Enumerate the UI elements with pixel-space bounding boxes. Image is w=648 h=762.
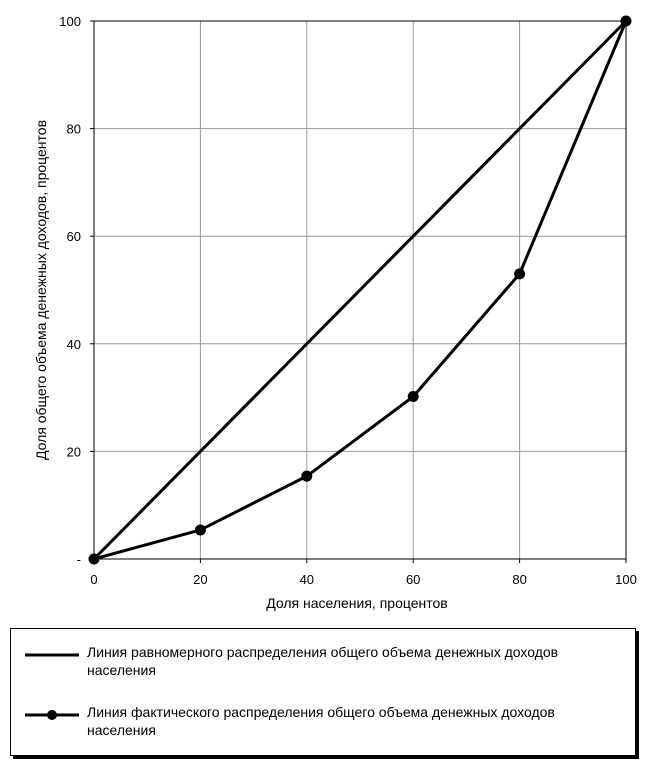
y-tick-label: 20 [67,444,81,459]
data-point [301,470,313,482]
legend-item-actual: Линия фактического распределения общего … [25,703,625,747]
data-point [88,553,100,565]
x-tick-label: 100 [615,572,637,587]
data-point [620,15,632,27]
x-axis-label: Доля населения, процентов [266,595,447,611]
data-point [194,524,206,536]
y-axis-label: Доля общего объема денежных доходов, про… [33,120,49,460]
x-tick-label: 40 [300,572,314,587]
plot-frame [93,20,627,560]
legend-item-uniform: Линия равномерного распределения общего … [25,643,625,687]
legend-label-actual: Линия фактического распределения общего … [87,704,555,738]
legend: Линия равномерного распределения общего … [10,628,636,756]
x-tick-label: 20 [193,572,207,587]
x-tick-label: 60 [406,572,420,587]
y-tick-label: - [77,552,81,567]
series [88,15,632,565]
legend-line-symbol [25,653,79,657]
tick-labels: 0 20 40 60 80 100 - 20 40 60 80 100 [59,14,637,587]
x-tick-label: 0 [90,572,97,587]
uniform-distribution-line [92,19,628,561]
x-tick-label: 80 [512,572,526,587]
data-point [407,391,419,403]
y-tick-label: 100 [59,14,81,29]
grid [94,21,626,559]
actual-distribution-line [93,20,628,561]
y-tick-label: 80 [67,122,81,137]
data-point [514,268,526,280]
chart: 0 20 40 60 80 100 - 20 40 60 80 100 Доля населения,… [33,14,637,611]
legend-label-uniform: Линия равномерного распределения общего … [87,644,559,678]
legend-line-marker-symbol [25,710,79,720]
y-tick-label: 60 [67,229,81,244]
y-tick-label: 40 [67,337,81,352]
